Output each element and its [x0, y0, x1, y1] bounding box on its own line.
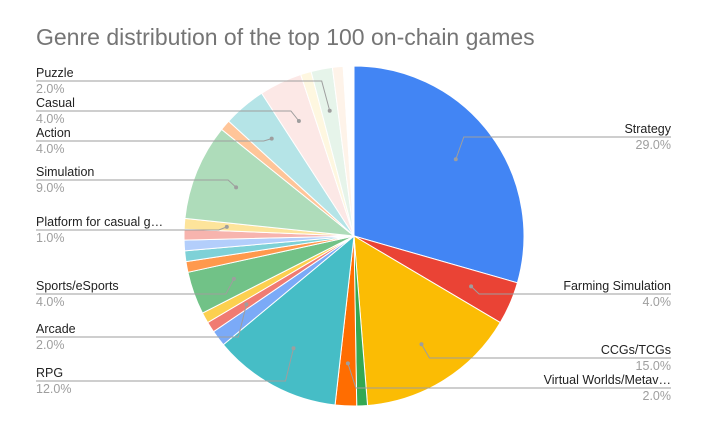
slice-label: Farming Simulation	[563, 279, 671, 293]
slice-percent-label: 15.0%	[636, 359, 671, 373]
leader-line	[347, 363, 671, 389]
pie-slice-simulation	[184, 128, 356, 237]
slice-label: Virtual Worlds/Metav…	[544, 373, 671, 387]
leader-lines	[36, 80, 671, 389]
pie-slice-ccgs-tcgs	[353, 235, 501, 406]
slice-label: Action	[36, 126, 71, 140]
slice-percent-label: 2.0%	[36, 82, 65, 96]
slice-percent-label: 4.0%	[36, 142, 65, 156]
leader-line	[470, 286, 671, 295]
pie-slice-unlabeled-22	[342, 65, 355, 237]
leader-line	[36, 80, 331, 111]
pie-slices	[183, 65, 525, 407]
slice-label: Simulation	[36, 165, 94, 179]
leader-line	[36, 226, 227, 231]
chart-title: Genre distribution of the top 100 on-cha…	[36, 24, 535, 50]
slice-percent-label: 29.0%	[636, 138, 671, 152]
slice-percent-label: 9.0%	[36, 181, 65, 195]
leader-line	[36, 304, 247, 338]
slice-label: Arcade	[36, 322, 76, 336]
slice-percent-label: 4.0%	[36, 112, 65, 126]
slice-label: CCGs/TCGs	[601, 343, 671, 357]
slice-percent-label: 4.0%	[36, 295, 65, 309]
slice-label: RPG	[36, 366, 63, 380]
slice-label: Puzzle	[36, 66, 74, 80]
slice-label: Strategy	[624, 122, 671, 136]
leader-line	[36, 138, 272, 142]
pie-slice-rpg	[222, 234, 355, 406]
slice-percent-label: 2.0%	[643, 389, 672, 403]
leader-line	[36, 110, 300, 122]
pie-slice-strategy	[353, 65, 525, 284]
leader-line	[36, 179, 237, 188]
slice-percent-label: 1.0%	[36, 231, 65, 245]
leader-line	[36, 278, 235, 295]
leader-line	[36, 348, 294, 382]
slice-percent-label: 2.0%	[36, 338, 65, 352]
slice-label: Sports/eSports	[36, 279, 119, 293]
slice-labels: Strategy 29.0% Farming Simulation 4.0% CCGs/…	[36, 66, 672, 403]
slice-percent-label: 4.0%	[643, 295, 672, 309]
slice-label: Platform for casual g…	[36, 215, 163, 229]
leader-line	[455, 136, 671, 160]
leader-line	[421, 343, 671, 359]
slice-percent-label: 12.0%	[36, 382, 71, 396]
slice-label: Casual	[36, 96, 75, 110]
